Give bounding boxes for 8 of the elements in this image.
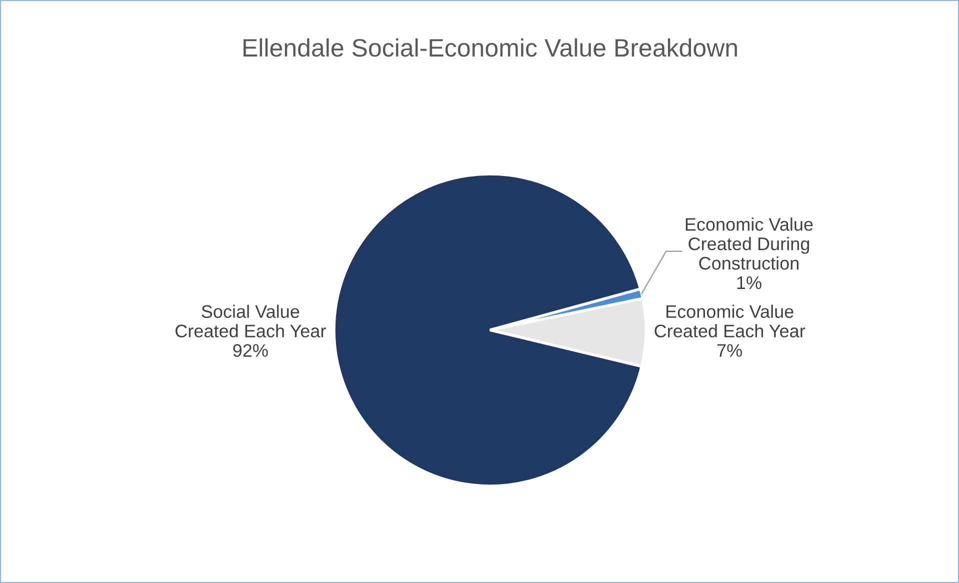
data-label: 7% <box>717 344 742 357</box>
data-label: 92% <box>233 344 268 357</box>
slice-label: Economic Value Created During Construction <box>686 218 813 270</box>
data-label: 1% <box>737 276 762 290</box>
pie-slice <box>332 172 644 488</box>
slice-label: Economic Value Created Each Year <box>654 304 806 338</box>
chart-title: Ellendale Social-Economic Value Breakdown <box>244 38 737 57</box>
slice-label: Social Value Created Each Year <box>176 304 326 338</box>
